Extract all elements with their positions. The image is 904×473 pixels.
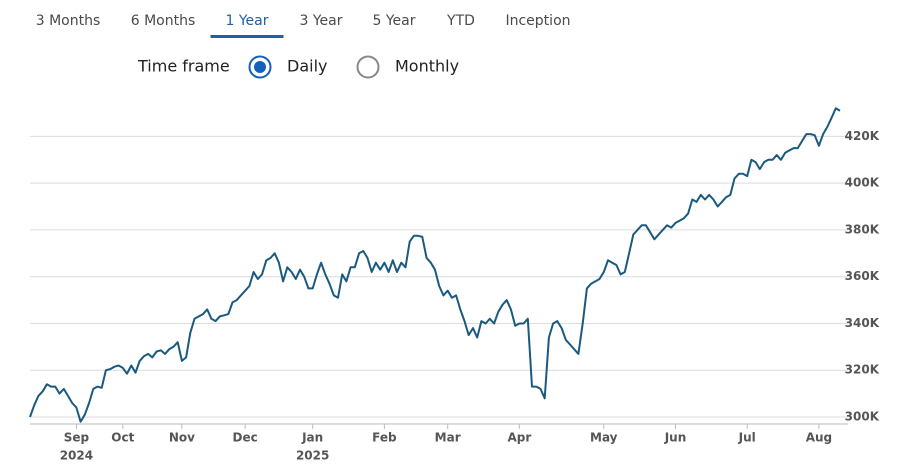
radio-label[interactable]: Monthly (395, 57, 459, 76)
x-tick-label: Jan (301, 431, 323, 445)
x-tick-label: Jun (664, 431, 687, 445)
x-tick-label: May (590, 431, 618, 445)
radio-label[interactable]: Daily (287, 57, 327, 76)
tab[interactable]: 3 Months (36, 13, 101, 29)
y-tick-label: 340K (845, 316, 880, 330)
x-tick-label: Dec (233, 431, 258, 445)
tab[interactable]: 6 Months (131, 13, 196, 29)
tab[interactable]: Inception (505, 13, 570, 29)
x-tick-label: Apr (507, 431, 531, 445)
x-tick-label: Nov (169, 431, 195, 445)
tab[interactable]: 5 Year (373, 13, 416, 29)
x-tick-label: Mar (435, 431, 461, 445)
y-tick-label: 420K (845, 129, 880, 143)
tab[interactable]: YTD (446, 13, 475, 29)
x-tick-label: Aug (806, 431, 832, 445)
y-tick-label: 360K (845, 269, 880, 283)
tab[interactable]: 3 Year (300, 13, 343, 29)
radio-dot (254, 61, 266, 73)
y-tick-label: 400K (845, 176, 880, 190)
radio[interactable] (356, 55, 380, 79)
x-tick-label: Sep (64, 431, 90, 445)
tab-underline (210, 35, 284, 38)
x-tick-label: Oct (111, 431, 134, 445)
x-tick-label: Jul (738, 431, 756, 445)
time-frame-label: Time frame (137, 57, 230, 76)
year-label: 2025 (296, 449, 329, 463)
price-line (29, 107, 841, 423)
y-tick-label: 320K (845, 363, 880, 377)
x-tick-label: Feb (372, 431, 397, 445)
tab[interactable]: 1 Year (226, 13, 269, 29)
y-tick-label: 380K (845, 222, 880, 236)
year-label: 2024 (60, 449, 93, 463)
y-tick-label: 300K (845, 409, 880, 423)
